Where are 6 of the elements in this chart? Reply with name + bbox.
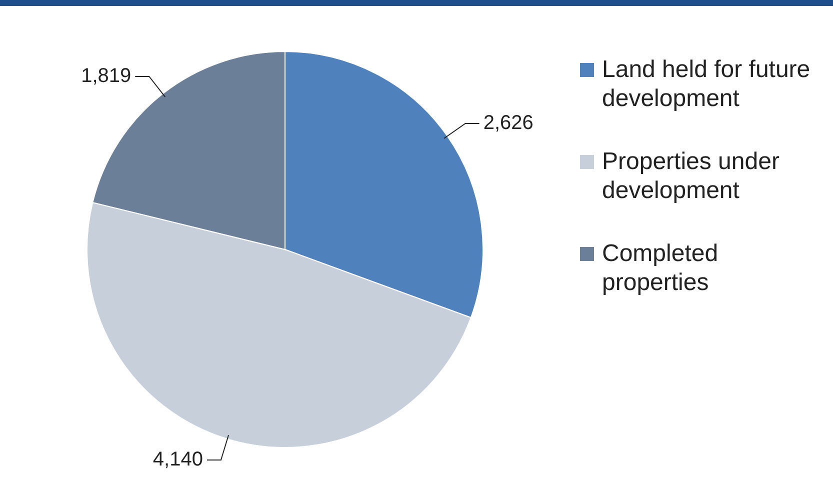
data-label: 1,819 bbox=[81, 64, 132, 87]
data-label: 2,626 bbox=[483, 112, 534, 134]
legend-label: Land held for future development bbox=[602, 55, 812, 113]
legend-label: Properties under development bbox=[602, 147, 780, 205]
legend-label: Completed properties bbox=[602, 239, 720, 297]
data-label: 4,140 bbox=[152, 448, 203, 470]
